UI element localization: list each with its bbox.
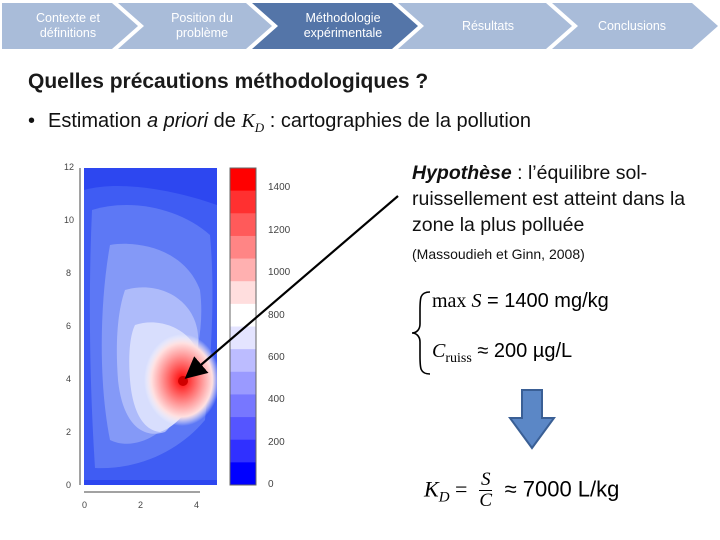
eq1-rhs: = 1400 mg/kg [481,290,609,312]
bullet-estimation: • Estimation a priori de KD : cartographi… [28,110,531,136]
eqf-num: S [478,469,493,491]
colorbar-swatch [230,371,256,395]
colorbar-label-800: 800 [268,310,285,321]
eqf-k-sub: D [438,489,450,506]
colorbar-label-0: 0 [268,479,274,490]
slide-title: Quelles précautions méthodologiques ? [28,70,429,93]
bullet-mid: de [208,110,242,132]
colorbar-swatch [230,326,256,350]
equation-max-s: max S = 1400 mg/kg [432,290,609,313]
colorbar-swatch [230,235,256,260]
y-tick-12: 12 [64,162,75,172]
colorbar-swatch [230,439,256,463]
colorbar-label-1000: 1000 [268,267,291,278]
step-label-5: Conclusions [597,18,667,33]
reference-citation: (Massoudieh et Ginn, 2008) [412,246,585,262]
colorbar-swatch [230,213,256,237]
bullet-kd-sub: D [254,120,265,135]
eq1-var: S [471,290,482,312]
step-label-3: Méthodologie expérimentale [303,11,383,40]
colorbar-swatch [230,258,256,282]
colorbar-label-200: 200 [268,437,285,448]
pollution-map [79,167,257,493]
step-shape-2[interactable] [118,3,272,49]
y-tick-0: 0 [66,480,72,490]
bullet-dot: • [28,110,36,132]
colorbar-swatch [230,394,256,418]
colorbar [229,167,257,486]
eq2-var: C [432,340,446,362]
x-tick-4: 4 [194,500,200,510]
step-shape-1[interactable] [2,3,138,49]
colorbar-label-1200: 1200 [268,225,291,236]
hypothesis-label: Hypothèse [412,162,512,184]
step-shape-3[interactable] [252,3,418,49]
colorbar-swatch [230,190,256,214]
colorbar-swatch [230,281,256,305]
step-label-4: Résultats [461,18,515,33]
y-tick-10: 10 [64,215,75,225]
hypothesis-body: : l’équilibre sol-ruissellement est atte… [412,162,686,236]
colorbar-swatch [230,462,256,486]
left-brace [411,291,431,375]
x-tick-0: 0 [82,500,88,510]
eq2-rhs: ≈ 200 µg/L [471,340,573,362]
colorbar-frame [229,167,257,486]
down-arrow-icon [508,389,556,450]
bullet-kd: K [241,110,255,132]
eqf-eq: = [449,476,473,502]
breadcrumb-shapes [2,3,718,49]
step-label-1: Contexte et définitions [36,11,100,40]
eqf-k: K [424,476,439,502]
eq2-sub: ruiss [445,351,472,366]
y-tick-2: 2 [66,427,72,437]
eq1-max: max [432,290,472,312]
bullet-suffix: : cartographies de la pollution [264,110,532,132]
colorbar-swatch [230,417,256,441]
bullet-a-priori: a priori [146,110,209,132]
x-tick-2: 2 [138,500,144,510]
y-tick-8: 8 [66,268,72,278]
y-tick-6: 6 [66,321,72,331]
step-label-2: Position du problème [171,11,233,40]
colorbar-label-1400: 1400 [268,182,291,193]
bullet-prefix: Estimation [48,110,147,132]
eqf-rhs: ≈ 7000 L/kg [498,476,620,502]
step-shape-5[interactable] [552,3,718,49]
arrow-line [184,195,399,379]
y-tick-4: 4 [66,374,72,384]
eqf-den: C [479,490,493,511]
equation-c-ruiss: Cruiss ≈ 200 µg/L [432,340,572,367]
colorbar-swatch [230,303,256,327]
progress-breadcrumb: Contexte et définitions Position du prob… [0,0,720,52]
step-shape-4[interactable] [398,3,572,49]
colorbar-swatch [230,168,256,192]
colorbar-label-600: 600 [268,352,285,363]
colorbar-label-400: 400 [268,394,285,405]
hypothesis-text: Hypothèse : l’équilibre sol-ruissellemen… [412,160,712,238]
colorbar-swatch [230,349,256,373]
